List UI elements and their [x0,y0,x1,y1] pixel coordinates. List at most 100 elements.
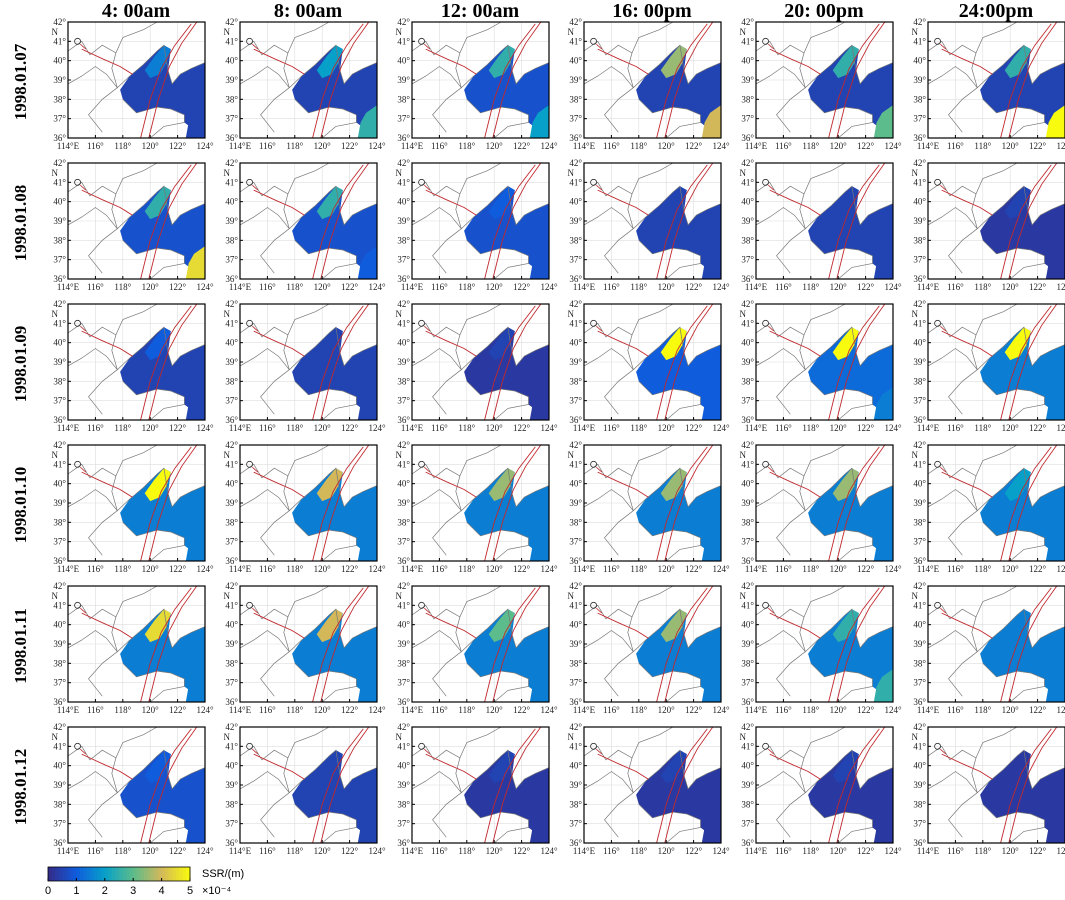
lat-tick-label: 38° [741,94,754,104]
lon-tick-label: 124° [368,705,386,715]
lon-tick-label: 116° [87,705,104,715]
lon-tick-label: 120° [142,423,160,433]
coastline [755,489,806,556]
coastline [283,616,290,652]
lon-tick-label: 122° [685,282,703,292]
coastline [633,44,722,88]
coastline [283,52,290,88]
lat-tick-label: 41° [741,741,754,751]
ssr-bay [144,609,171,643]
lat-hemisphere: N [396,168,403,178]
coastline [111,193,118,229]
lat-tick-label: 40° [53,479,66,489]
lon-tick-label: 124° [368,423,386,433]
lon-tick-label: 124° [884,423,902,433]
colorbar-segment [186,867,191,881]
site-marker [768,607,775,614]
colorbar-segment [97,867,102,881]
lon-tick-label: 122° [685,564,703,574]
lat-hemisphere: N [396,27,403,37]
lat-tick-label: 40° [569,761,582,771]
lat-tick-label: 40° [913,338,926,348]
ssr-corner [185,669,205,702]
fault-line [941,612,993,639]
lon-tick-label: 118° [458,705,475,715]
ssr-corner [701,810,721,843]
fault-line [320,162,370,280]
lon-tick-label: 120° [142,141,160,151]
coastline [977,749,1065,793]
ssr-basin [292,186,377,279]
lat-tick-label: 36° [397,415,410,425]
ssr-corner [185,528,205,561]
lat-tick-label: 41° [397,741,410,751]
map-panel: 36° 37° 38° 39° 40° 41° 42°N 114°E 116° 118° 120° 1… [396,17,558,151]
coastline [466,99,529,139]
coastline [977,467,1065,511]
lon-tick-label: 120° [1002,705,1020,715]
lon-tick-label: 114°E [745,141,768,151]
lat-tick-label: 38° [225,799,238,809]
fault-line [320,726,370,844]
site-marker [246,319,253,327]
lat-tick-label: 39° [225,216,238,226]
lon-tick-label: 116° [775,141,792,151]
lat-tick-label: 38° [53,799,66,809]
coastline [294,240,357,280]
ssr-basin [636,468,721,561]
lat-tick-label: 38° [569,658,582,668]
coastline [971,334,978,370]
site-marker [424,325,431,332]
lon-tick-label: 120° [486,564,504,574]
lon-tick-label: 124° [540,846,558,856]
row-label: 1998.01.11 [11,608,30,684]
lon-tick-label: 124° [712,564,730,574]
lat-tick-label: 37° [225,114,238,124]
fault-line [597,48,649,75]
fault-line [81,471,133,498]
site-marker [80,466,87,473]
coastline [805,185,894,229]
ssr-bay [488,468,515,502]
lat-tick-label: 38° [569,799,582,809]
lat-tick-label: 38° [741,517,754,527]
lon-tick-label: 122° [1029,705,1047,715]
coastline [627,193,634,229]
site-marker [590,742,597,750]
coastline [67,585,158,620]
lat-tick-label: 41° [53,741,66,751]
lat-tick-label: 37° [397,396,410,406]
lon-tick-label: 118° [286,282,303,292]
lon-tick-label: 122° [341,846,359,856]
lon-tick-label: 114°E [229,423,252,433]
lon-tick-label: 120° [314,705,332,715]
lon-tick-label: 114°E [745,282,768,292]
coastline [755,21,846,56]
lon-tick-label: 114°E [401,846,424,856]
fault-line [664,162,714,280]
lat-tick-label: 37° [53,396,66,406]
coastline [810,381,873,421]
fault-line [484,587,536,703]
fault-line [320,21,370,139]
colorbar-unit: ×10⁻⁴ [202,885,231,897]
coastline [67,630,118,697]
fault-line [253,753,305,780]
ssr-basin [808,186,893,279]
lat-tick-label: 36° [741,556,754,566]
coastline [67,207,118,274]
lat-tick-label: 42° [225,722,238,732]
lon-tick-label: 124° [540,564,558,574]
lat-tick-label: 38° [397,799,410,809]
fault-line [484,446,536,562]
site-marker [418,742,425,750]
map-panel: 36° 37° 38° 39° 40° 41° 42°N 114°E 116° 118° 120° 1… [224,581,386,715]
coastline [927,162,1018,197]
lat-tick-label: 37° [397,678,410,688]
coastline [239,207,290,274]
site-marker [252,325,259,332]
coastline [977,44,1065,88]
fault-line [597,612,649,639]
coastline [638,804,701,844]
ssr-corner [1045,528,1065,561]
